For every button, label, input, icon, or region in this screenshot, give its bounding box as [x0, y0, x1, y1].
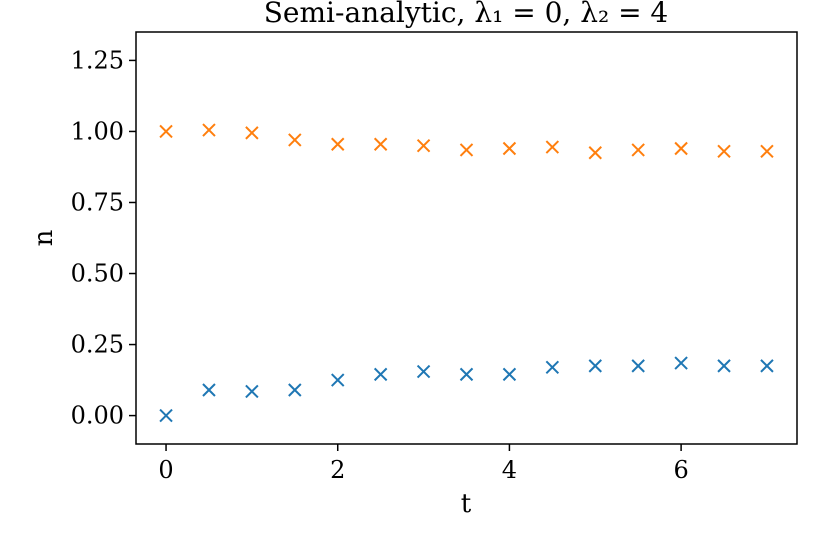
- data-point: [331, 137, 345, 151]
- y-tick-label: 0.50: [71, 260, 124, 288]
- data-point: [588, 146, 602, 160]
- series-0: [159, 356, 774, 423]
- chart-title: Semi-analytic, λ₁ = 0, λ₂ = 4: [264, 0, 669, 29]
- data-point: [288, 133, 302, 147]
- data-point: [459, 143, 474, 157]
- data-point: [288, 383, 302, 397]
- data-point: [202, 383, 216, 397]
- y-tick-label: 0.00: [71, 402, 124, 430]
- y-tick-label: 0.75: [71, 188, 124, 216]
- x-tick-label: 0: [158, 456, 173, 484]
- data-point: [760, 359, 774, 373]
- data-point: [373, 367, 388, 382]
- data-point: [159, 124, 173, 139]
- data-point: [674, 356, 688, 370]
- data-point: [760, 144, 774, 159]
- data-point: [202, 123, 216, 137]
- data-point: [588, 359, 602, 373]
- data-point: [717, 144, 731, 159]
- data-point: [416, 138, 431, 153]
- x-axis: 0 2 4 6: [158, 444, 689, 484]
- y-axis: 0.00 0.25 0.50 0.75 1.00 1.25: [71, 46, 136, 430]
- data-point: [631, 143, 645, 157]
- data-point: [545, 360, 560, 374]
- y-axis-label: n: [29, 229, 59, 246]
- data-point: [159, 408, 173, 423]
- data-point: [502, 141, 517, 156]
- x-tick-label: 4: [502, 456, 517, 484]
- plot-area: [159, 123, 774, 423]
- x-tick-label: 6: [673, 456, 688, 484]
- data-point: [545, 140, 560, 154]
- data-point: [245, 126, 259, 140]
- data-point: [459, 367, 474, 382]
- plot-frame: [135, 31, 798, 445]
- data-point: [502, 367, 517, 382]
- y-tick-label: 0.25: [71, 331, 124, 359]
- data-point: [416, 364, 431, 379]
- data-point: [245, 384, 259, 399]
- series-1: [159, 123, 774, 160]
- data-point: [331, 373, 345, 387]
- y-tick-label: 1.25: [71, 46, 124, 74]
- y-tick-label: 1.00: [71, 117, 124, 145]
- x-tick-label: 2: [330, 456, 345, 484]
- data-point: [631, 359, 645, 373]
- x-axis-label: t: [461, 489, 472, 519]
- data-point: [674, 141, 688, 156]
- data-point: [373, 137, 388, 151]
- data-point: [717, 359, 731, 373]
